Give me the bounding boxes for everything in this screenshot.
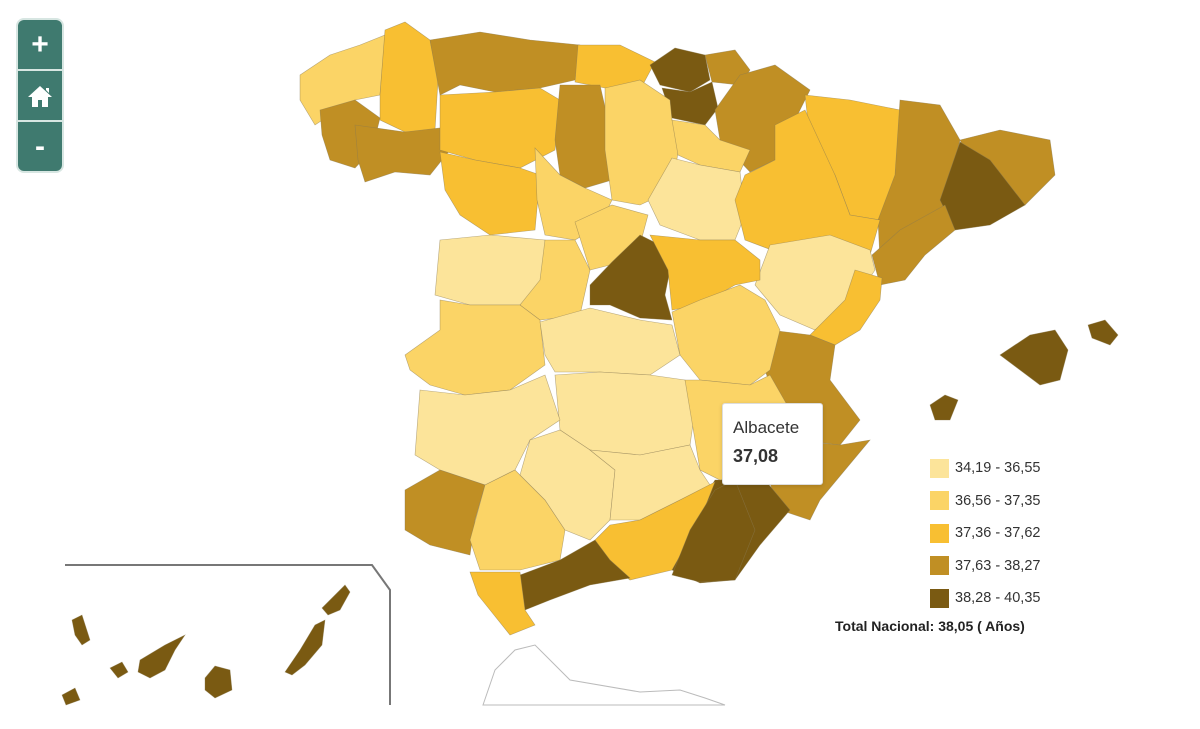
legend-item: 37,36 - 37,62 <box>930 517 1040 550</box>
region-barcelona[interactable] <box>939 141 1026 231</box>
legend-swatch <box>930 523 949 543</box>
region-malaga[interactable] <box>519 539 631 611</box>
region-almeria[interactable] <box>671 479 756 583</box>
region-castellon[interactable] <box>809 269 883 346</box>
region-cuenca[interactable] <box>671 284 781 386</box>
legend-item: 36,56 - 37,35 <box>930 485 1040 518</box>
region-bizkaia[interactable] <box>649 47 711 93</box>
legend-swatch <box>930 458 949 478</box>
region-la-rioja[interactable] <box>671 119 751 173</box>
region-caceres[interactable] <box>404 299 546 396</box>
national-total: Total Nacional: 38,05 ( Años) <box>835 618 1025 634</box>
legend: 34,19 - 36,55 36,56 - 37,35 37,36 - 37,6… <box>930 452 1040 615</box>
zoom-in-button[interactable]: + <box>18 20 62 71</box>
north-africa-outline <box>482 644 726 706</box>
region-zamora[interactable] <box>439 151 541 236</box>
legend-item: 34,19 - 36,55 <box>930 452 1040 485</box>
region-mallorca[interactable] <box>999 329 1069 386</box>
legend-item: 38,28 - 40,35 <box>930 582 1040 615</box>
zoom-out-button[interactable]: - <box>18 122 62 171</box>
region-tarragona[interactable] <box>871 204 956 286</box>
zoom-controls: + - <box>18 20 62 171</box>
region-la-palma[interactable] <box>71 614 91 646</box>
region-la-gomera[interactable] <box>109 661 129 679</box>
region-ibiza[interactable] <box>929 394 959 421</box>
legend-label: 37,36 - 37,62 <box>955 525 1041 542</box>
region-fuerteventura[interactable] <box>284 619 326 676</box>
tooltip-region-value: 37,08 <box>733 446 779 466</box>
region-asturias[interactable] <box>429 31 581 96</box>
region-gran-canaria[interactable] <box>204 665 233 699</box>
tooltip-region-name: Albacete <box>733 418 800 437</box>
legend-swatch <box>930 556 949 576</box>
legend-item: 37,63 - 38,27 <box>930 550 1040 583</box>
region-toledo[interactable] <box>539 307 681 376</box>
region-lanzarote[interactable] <box>321 584 351 616</box>
region-ourense[interactable] <box>354 124 451 183</box>
region-tenerife[interactable] <box>137 634 186 679</box>
legend-label: 34,19 - 36,55 <box>955 460 1041 477</box>
legend-swatch <box>930 588 949 608</box>
region-el-hierro[interactable] <box>61 687 81 706</box>
region-menorca[interactable] <box>1087 319 1119 346</box>
legend-label: 37,63 - 38,27 <box>955 557 1041 574</box>
legend-label: 36,56 - 37,35 <box>955 492 1041 509</box>
canarias-inset-border <box>65 564 391 705</box>
legend-swatch <box>930 491 949 511</box>
region-tooltip: Albacete 37,08 <box>722 403 823 485</box>
region-guadalajara[interactable] <box>649 234 761 311</box>
region-a-coruna[interactable] <box>299 34 386 126</box>
region-cordoba[interactable] <box>519 429 616 541</box>
region-palencia[interactable] <box>554 84 613 189</box>
legend-label: 38,28 - 40,35 <box>955 590 1041 607</box>
region-lugo[interactable] <box>379 21 439 133</box>
home-icon <box>28 85 52 107</box>
home-button[interactable] <box>18 71 62 122</box>
region-leon[interactable] <box>439 87 561 169</box>
region-cadiz[interactable] <box>469 571 536 636</box>
